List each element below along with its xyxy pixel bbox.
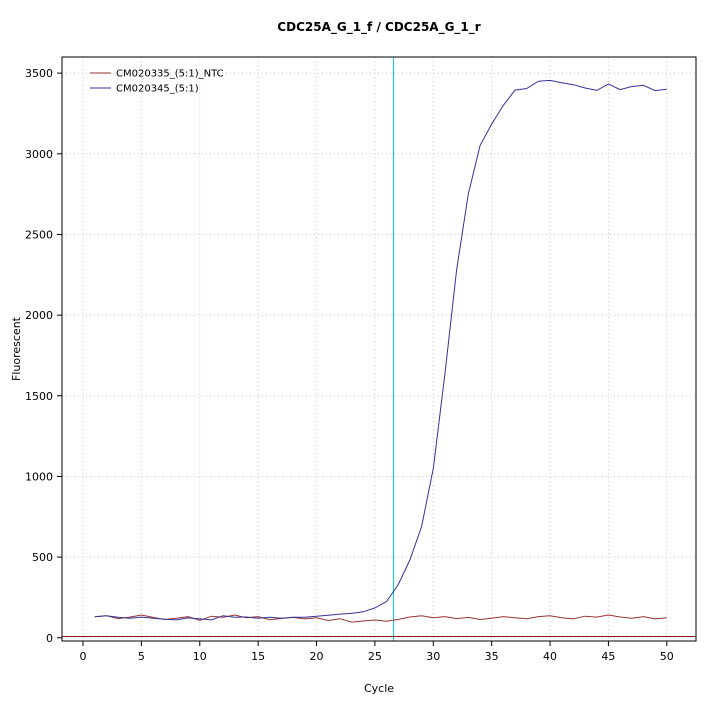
x-tick-label: 40	[543, 650, 557, 663]
y-tick-label: 1000	[25, 470, 53, 483]
x-tick-label: 25	[368, 650, 382, 663]
x-tick-label: 35	[485, 650, 499, 663]
x-tick-label: 20	[310, 650, 324, 663]
x-tick-label: 15	[251, 650, 265, 663]
legend-label: CM020345_(5:1)	[116, 84, 199, 95]
y-tick-label: 0	[46, 632, 53, 645]
x-tick-label: 10	[193, 650, 207, 663]
y-axis-label: Fluorescent	[10, 316, 23, 381]
legend-label: CM020335_(5:1)_NTC	[116, 69, 224, 80]
x-tick-label: 45	[601, 650, 615, 663]
y-tick-label: 2500	[25, 228, 53, 241]
y-tick-label: 1500	[25, 390, 53, 403]
plot-border	[61, 56, 697, 642]
y-tick-label: 2000	[25, 309, 53, 322]
y-tick-label: 500	[32, 551, 53, 564]
x-axis-label: Cycle	[364, 682, 394, 695]
x-tick-label: 0	[80, 650, 87, 663]
x-tick-label: 5	[138, 650, 145, 663]
y-tick-label: 3500	[25, 67, 53, 80]
chart-title: CDC25A_G_1_f / CDC25A_G_1_r	[277, 20, 480, 35]
y-tick-label: 3000	[25, 148, 53, 161]
x-tick-label: 30	[426, 650, 440, 663]
series-line-ntc	[94, 614, 667, 623]
x-tick-label: 50	[660, 650, 674, 663]
series-line-sample	[94, 79, 667, 621]
